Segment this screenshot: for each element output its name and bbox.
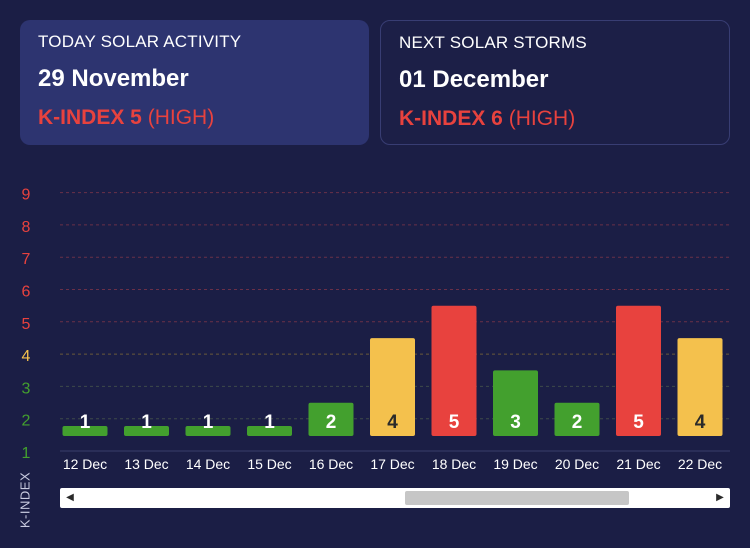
today-kindex-value: K-INDEX 5 — [38, 106, 142, 129]
x-tick-label: 16 Dec — [309, 456, 353, 472]
y-tick-label: 2 — [22, 413, 31, 430]
next-card-title: NEXT SOLAR STORMS — [399, 33, 587, 52]
chart-bar[interactable] — [431, 305, 477, 436]
today-card-title: TODAY SOLAR ACTIVITY — [38, 32, 242, 51]
x-tick-label: 15 Dec — [247, 456, 291, 472]
next-kindex-level: (HIGH) — [508, 107, 576, 130]
x-tick-label: 21 Dec — [616, 456, 660, 472]
next-storms-card: NEXT SOLAR STORMS 01 December K-INDEX 6 … — [380, 20, 730, 145]
y-tick-label: 1 — [22, 445, 31, 462]
chart-bar[interactable] — [185, 426, 231, 436]
y-tick-label: 4 — [22, 348, 31, 365]
today-activity-card: TODAY SOLAR ACTIVITY 29 November K-INDEX… — [20, 20, 369, 145]
bar-value-label: 5 — [633, 412, 644, 433]
today-kindex-level: (HIGH) — [147, 106, 215, 129]
y-tick-label: 9 — [22, 187, 31, 204]
y-axis-title: K-INDEX — [17, 471, 33, 529]
y-tick-label: 7 — [22, 251, 31, 268]
bar-value-label: 2 — [572, 412, 583, 433]
today-date: 29 November — [38, 65, 189, 92]
chart-scrollbar[interactable]: ◀ ▶ — [60, 488, 730, 508]
next-kindex: K-INDEX 6 (HIGH) — [399, 107, 711, 131]
bar-value-label: 2 — [326, 412, 337, 433]
y-tick-label: 8 — [22, 219, 31, 236]
bar-value-label: 1 — [203, 412, 214, 433]
x-tick-label: 17 Dec — [370, 456, 414, 472]
bar-value-label: 1 — [141, 412, 152, 433]
scrollbar-thumb[interactable] — [405, 491, 629, 505]
x-tick-label: 13 Dec — [124, 456, 168, 472]
bar-value-label: 3 — [510, 412, 521, 433]
bar-value-label: 4 — [695, 412, 706, 433]
chart-bar[interactable] — [124, 426, 169, 436]
bar-value-label: 1 — [80, 412, 91, 433]
bar-value-label: 4 — [387, 412, 398, 433]
chart-bar[interactable] — [308, 402, 354, 436]
x-tick-label: 20 Dec — [555, 456, 599, 472]
next-kindex-value: K-INDEX 6 — [399, 107, 503, 130]
chart-bar[interactable] — [554, 402, 600, 436]
today-kindex: K-INDEX 5 (HIGH) — [38, 106, 351, 130]
chart-bar[interactable] — [247, 426, 292, 436]
x-tick-label: 22 Dec — [678, 456, 722, 472]
chart-bar[interactable] — [370, 338, 415, 436]
x-tick-label: 12 Dec — [63, 456, 107, 472]
x-tick-label: 18 Dec — [432, 456, 476, 472]
y-tick-label: 6 — [22, 284, 31, 301]
chart-bar[interactable] — [493, 370, 538, 436]
chart-bar[interactable] — [616, 305, 661, 436]
y-tick-label: 3 — [22, 380, 31, 397]
bar-value-label: 1 — [264, 412, 275, 433]
next-date: 01 December — [399, 66, 549, 93]
chart-bar[interactable] — [677, 338, 723, 436]
scroll-right-icon[interactable]: ▶ — [716, 492, 724, 503]
y-tick-label: 5 — [22, 316, 31, 333]
scroll-left-icon[interactable]: ◀ — [66, 492, 74, 503]
bar-value-label: 5 — [449, 412, 460, 433]
x-tick-label: 14 Dec — [186, 456, 230, 472]
x-tick-label: 19 Dec — [493, 456, 537, 472]
chart-bar[interactable] — [62, 426, 108, 436]
